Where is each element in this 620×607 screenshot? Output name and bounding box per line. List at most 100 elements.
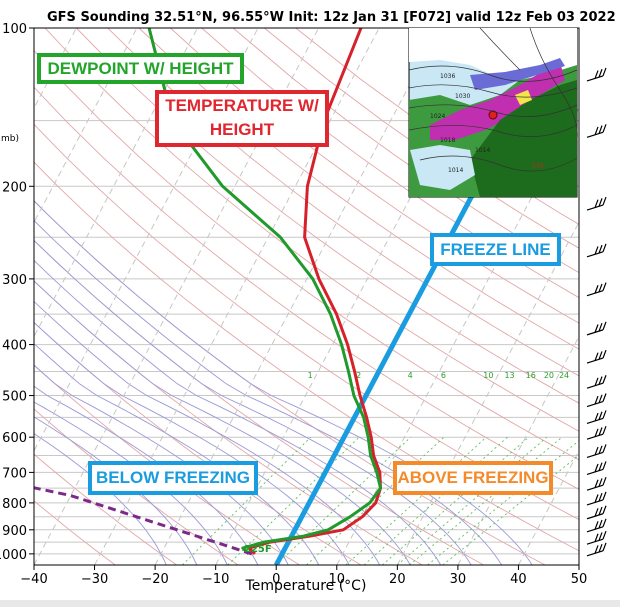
svg-text:570: 570 (532, 163, 544, 170)
wind-barb-feather (594, 494, 599, 503)
wind-barb-feather (598, 394, 603, 404)
isotherm-line (215, 28, 501, 565)
map-isobars (408, 27, 578, 172)
moist-adiabat (34, 401, 228, 565)
mixing-ratio-line (345, 436, 487, 565)
y-tick-label: 400 (2, 339, 27, 354)
mixing-ratio-line (442, 454, 579, 565)
mixing-ratio-line (363, 436, 508, 565)
wind-barb-feather (602, 349, 607, 359)
x-tick-label: −10 (202, 572, 229, 587)
moist-adiabat (34, 280, 411, 565)
dry-adiabat (34, 86, 579, 490)
svg-text:1036: 1036 (440, 73, 455, 80)
wind-barb-feather (602, 282, 607, 291)
y-tick-label: 100 (2, 22, 27, 37)
surface-temp-value: 25F (251, 544, 272, 555)
wind-barb-feather (594, 395, 599, 405)
x-tick-label: 40 (510, 572, 527, 587)
wind-barb-feather (602, 444, 607, 453)
wind-barb-feather (598, 543, 603, 553)
series-line-temperature (247, 28, 382, 555)
temperature-annotation: TEMPERATURE W/ HEIGHT (155, 90, 329, 147)
dry-adiabat (34, 500, 116, 565)
map-heavy-rain (470, 80, 577, 197)
dry-adiabat (34, 123, 579, 521)
freeze-line-annotation: FREEZE LINE (430, 233, 561, 266)
mixing-ratio-label: 24 (559, 371, 569, 380)
wind-barb-feather (594, 246, 599, 255)
wind-barb-feather (598, 125, 603, 134)
x-tick-label: −20 (141, 572, 168, 587)
mixing-ratio-label: 2 (356, 371, 361, 380)
dry-adiabat (34, 453, 177, 565)
mixing-ratio-label: 16 (526, 371, 536, 380)
moist-adiabat (34, 219, 503, 565)
wind-barb-feather (594, 479, 599, 488)
x-tick-label: −30 (81, 572, 108, 587)
isotherm-line (34, 28, 320, 565)
chart-title: GFS Sounding 32.51°N, 96.55°W Init: 12z … (47, 10, 616, 25)
wind-barb-feather (594, 126, 599, 136)
bottom-scrollbar[interactable] (0, 600, 620, 607)
wind-barb-feather (594, 377, 599, 387)
wind-barb-feather (598, 351, 603, 360)
wind-barb-feather (602, 67, 607, 77)
mixing-ratio-line (409, 436, 563, 565)
wind-barb-feather (598, 506, 603, 516)
y-tick-label: 500 (2, 390, 27, 405)
wind-barb-feather (598, 462, 603, 471)
wind-barb-feather (602, 410, 607, 419)
mixing-ratio-label: 20 (544, 371, 554, 380)
y-tick-label: 800 (2, 497, 27, 512)
moist-adiabat (34, 300, 381, 565)
wind-barb-feather (594, 412, 599, 422)
wind-barb-feather (594, 428, 599, 438)
wind-barb-feather (602, 321, 607, 331)
wind-barb-feather (594, 463, 599, 473)
dewpoint-annotation: DEWPOINT W/ HEIGHT (37, 53, 244, 84)
wind-barb-feather (594, 285, 599, 294)
wind-barb-feather (602, 518, 607, 528)
dry-adiabat (264, 28, 579, 249)
x-tick-label: 50 (571, 572, 588, 587)
map-location-marker (488, 110, 498, 120)
dry-adiabat (34, 280, 423, 565)
isotherm-line (336, 106, 579, 565)
mixing-ratio-label: 1 (308, 371, 313, 380)
mixing-ratio-line (182, 436, 311, 565)
svg-text:1014: 1014 (475, 147, 490, 154)
svg-text:1014: 1014 (448, 167, 463, 174)
wind-barb-feather (602, 530, 607, 540)
surface-temp-label: 225F (244, 544, 272, 555)
wind-barb-feather (602, 505, 607, 514)
wind-barb-feather (594, 199, 599, 208)
dry-adiabat (107, 28, 579, 377)
surface-temp-digit: 2 (244, 544, 251, 555)
wind-barb-feather (594, 545, 599, 554)
x-axis-label: Temperature (°C) (245, 578, 367, 594)
mixing-ratio-label: 10 (483, 371, 493, 380)
axes-layer: −40 −30 −20 −10 0 10 20 30 40 50 100 200 300 400 500 60… (0, 22, 587, 587)
wind-barb-feather (598, 283, 603, 293)
mixing-ratio-line (227, 436, 360, 565)
x-tick-label: −40 (20, 572, 47, 587)
mixing-ratio-label: 4 (408, 371, 413, 380)
temperature-annotation-line2: HEIGHT (209, 120, 275, 139)
below-freezing-annotation: BELOW FREEZING (88, 461, 258, 495)
series-line-dewpoint (147, 28, 382, 555)
mixing-ratio-line (381, 436, 529, 565)
wind-barb-feather (602, 393, 607, 402)
y-axis-label-fragment: mb) (1, 134, 19, 144)
y-tick-label: 700 (2, 466, 27, 481)
wind-barbs (586, 67, 607, 557)
moist-adiabat (34, 200, 533, 565)
x-tick-label: 20 (389, 572, 406, 587)
y-tick-label: 200 (2, 180, 27, 195)
wind-barb-feather (598, 445, 603, 454)
wind-barb-feather (602, 243, 607, 253)
above-freezing-annotation: ABOVE FREEZING (393, 461, 553, 495)
mixing-ratio-line (275, 436, 411, 565)
mixing-ratio-line (427, 440, 579, 565)
x-tick-label: 30 (450, 572, 467, 587)
